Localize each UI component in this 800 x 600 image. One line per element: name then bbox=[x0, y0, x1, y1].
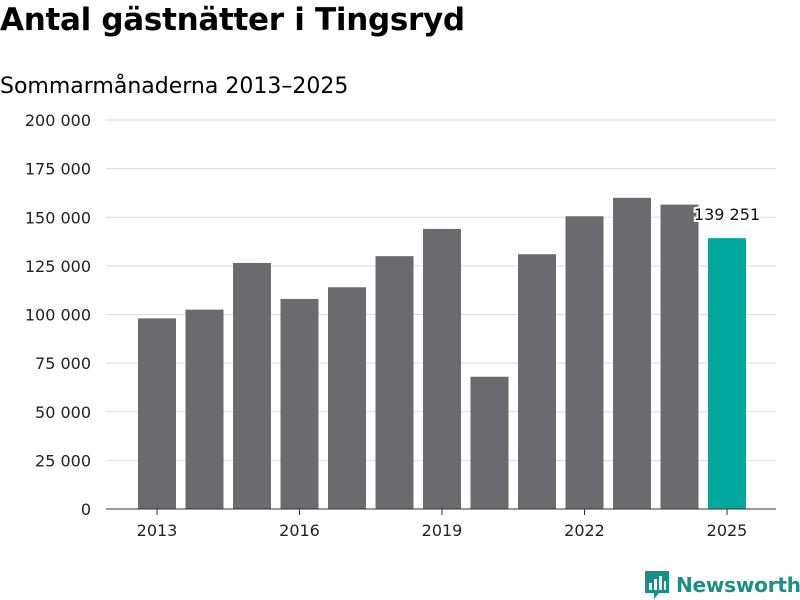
y-tick-label: 25 000 bbox=[35, 451, 91, 470]
y-tick-label: 75 000 bbox=[35, 354, 91, 373]
bar bbox=[185, 309, 224, 509]
x-tick-label: 2016 bbox=[279, 521, 320, 540]
bar bbox=[565, 216, 604, 509]
axes bbox=[106, 508, 776, 515]
x-tick-label: 2019 bbox=[422, 521, 463, 540]
labels: 0 25 000 50 000 75 000 100 000 125 000 150 000… bbox=[25, 111, 762, 540]
bar bbox=[708, 238, 746, 509]
bar bbox=[613, 197, 651, 510]
y-tick-label: 200 000 bbox=[25, 111, 91, 130]
bars bbox=[138, 197, 746, 510]
bar bbox=[660, 204, 699, 510]
newsworthy-logo[interactable]: Newsworthy bbox=[644, 570, 800, 600]
bar-chart-icon bbox=[645, 571, 669, 599]
bar bbox=[375, 256, 414, 509]
brand-name: Newsworthy bbox=[676, 573, 800, 597]
y-tick-label: 125 000 bbox=[25, 257, 91, 276]
bar bbox=[138, 318, 176, 509]
data-label: 139 251 bbox=[694, 205, 760, 224]
chart-subtitle: Sommarmånaderna 2013–2025 bbox=[0, 74, 349, 99]
y-tick-label: 100 000 bbox=[25, 306, 91, 325]
bar bbox=[233, 262, 271, 509]
y-tick-label: 150 000 bbox=[25, 208, 91, 227]
y-tick-label: 175 000 bbox=[25, 160, 91, 179]
bar bbox=[280, 298, 319, 509]
x-tick-label: 2025 bbox=[707, 521, 748, 540]
bar bbox=[518, 254, 556, 509]
chart-title: Antal gästnätter i Tingsryd bbox=[0, 2, 465, 38]
bar bbox=[470, 376, 509, 509]
x-tick-label: 2013 bbox=[137, 521, 178, 540]
y-tick-label: 50 000 bbox=[35, 403, 91, 422]
bar bbox=[328, 287, 366, 509]
bar bbox=[423, 228, 461, 510]
y-tick-label: 0 bbox=[81, 500, 91, 519]
x-tick-label: 2022 bbox=[564, 521, 605, 540]
